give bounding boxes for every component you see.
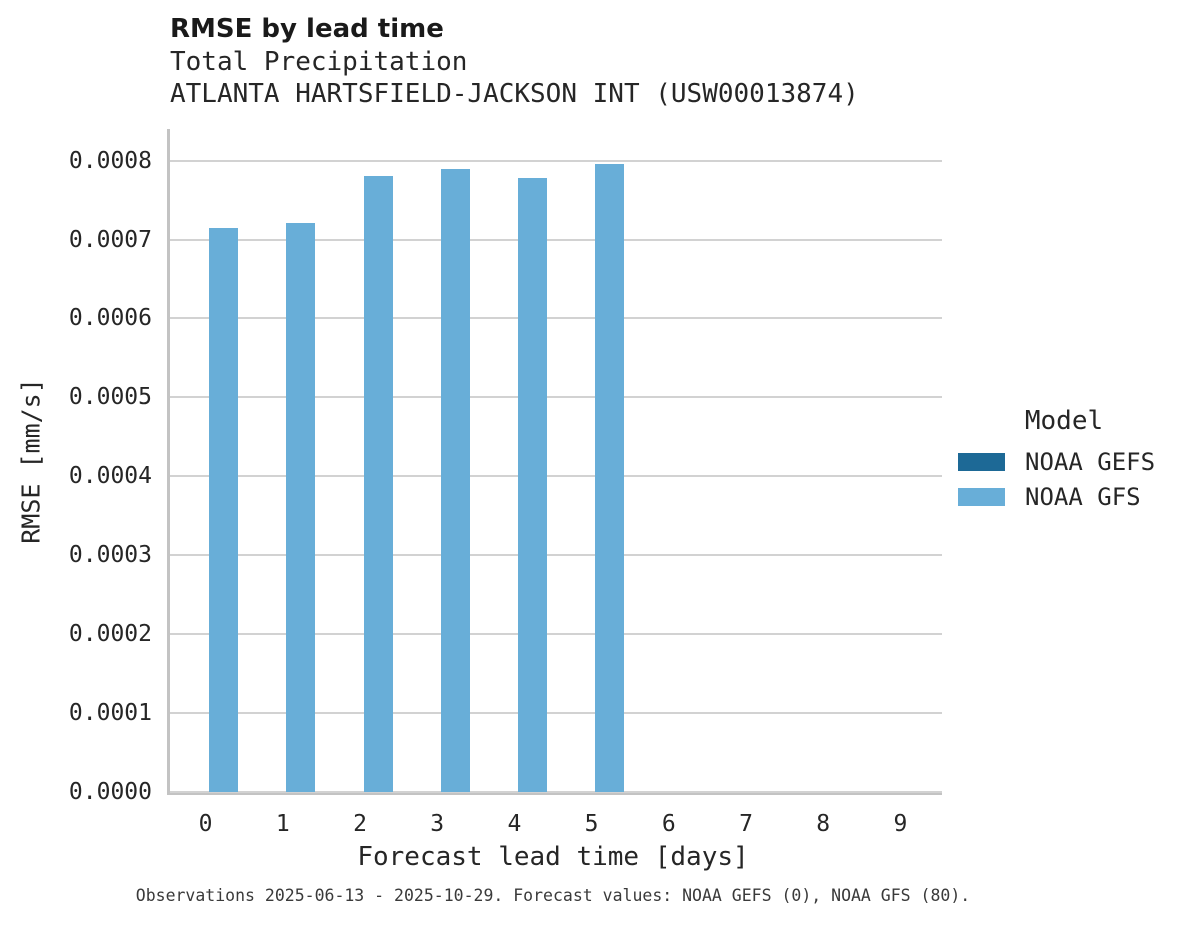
y-tick-label: 0.0003 <box>68 542 152 569</box>
chart-subtitle-variable: Total Precipitation <box>170 47 468 77</box>
y-tick-label: 0.0004 <box>68 463 152 490</box>
bar-noaa-gfs-lead-2 <box>363 175 393 792</box>
y-tick-label: 0.0000 <box>68 779 152 805</box>
legend-row: NOAA GEFS <box>958 444 1170 479</box>
bar-noaa-gfs-lead-4 <box>517 177 547 792</box>
y-tick-label: 0.0006 <box>68 305 152 332</box>
gridline <box>170 791 942 793</box>
x-tick-label: 4 <box>507 811 522 837</box>
gridline <box>170 554 942 557</box>
legend-label: NOAA GEFS <box>1025 447 1156 476</box>
legend-label: NOAA GFS <box>1025 482 1141 511</box>
chart-caption: Observations 2025-06-13 - 2025-10-29. Fo… <box>135 886 971 905</box>
legend-title: Model <box>1024 406 1104 436</box>
gridline <box>170 238 942 241</box>
legend-swatch-noaa-gfs <box>958 487 1005 506</box>
bar-noaa-gfs-lead-1 <box>286 222 316 792</box>
y-tick-label: 0.0008 <box>68 147 152 174</box>
legend-entries: NOAA GEFS NOAA GFS <box>958 444 1170 514</box>
y-tick-label: 0.0005 <box>68 384 152 411</box>
x-axis-title: Forecast lead time [days] <box>357 842 749 872</box>
x-tick-label: 7 <box>739 811 753 837</box>
plot-panel <box>167 129 942 795</box>
x-tick-label: 2 <box>353 811 367 837</box>
y-tick-label: 0.0007 <box>68 226 152 253</box>
x-tick-label: 0 <box>198 811 213 837</box>
bar-noaa-gfs-lead-3 <box>440 169 470 792</box>
legend: Model NOAA GEFS NOAA GFS <box>958 406 1170 514</box>
x-tick-label: 3 <box>430 811 445 837</box>
chart-title: RMSE by lead time <box>170 14 444 44</box>
legend-swatch-noaa-gefs <box>958 452 1005 471</box>
y-tick-label: 0.0001 <box>68 700 152 727</box>
y-tick-label: 0.0002 <box>68 621 152 648</box>
x-tick-label: 6 <box>661 811 676 837</box>
gridline <box>170 712 942 715</box>
x-tick-label: 9 <box>893 811 908 837</box>
bar-noaa-gfs-lead-0 <box>209 228 239 792</box>
gridline <box>170 159 942 162</box>
gridline <box>170 633 942 636</box>
legend-row: NOAA GFS <box>958 479 1170 514</box>
gridline <box>170 396 942 399</box>
x-tick-label: 5 <box>584 811 599 837</box>
gridline <box>170 475 942 478</box>
x-tick-label: 1 <box>275 811 290 837</box>
gridline <box>170 317 942 320</box>
chart-subtitle-station: ATLANTA HARTSFIELD-JACKSON INT (USW00013… <box>170 79 859 109</box>
x-tick-label: 8 <box>816 811 831 837</box>
bar-noaa-gfs-lead-5 <box>595 163 625 792</box>
